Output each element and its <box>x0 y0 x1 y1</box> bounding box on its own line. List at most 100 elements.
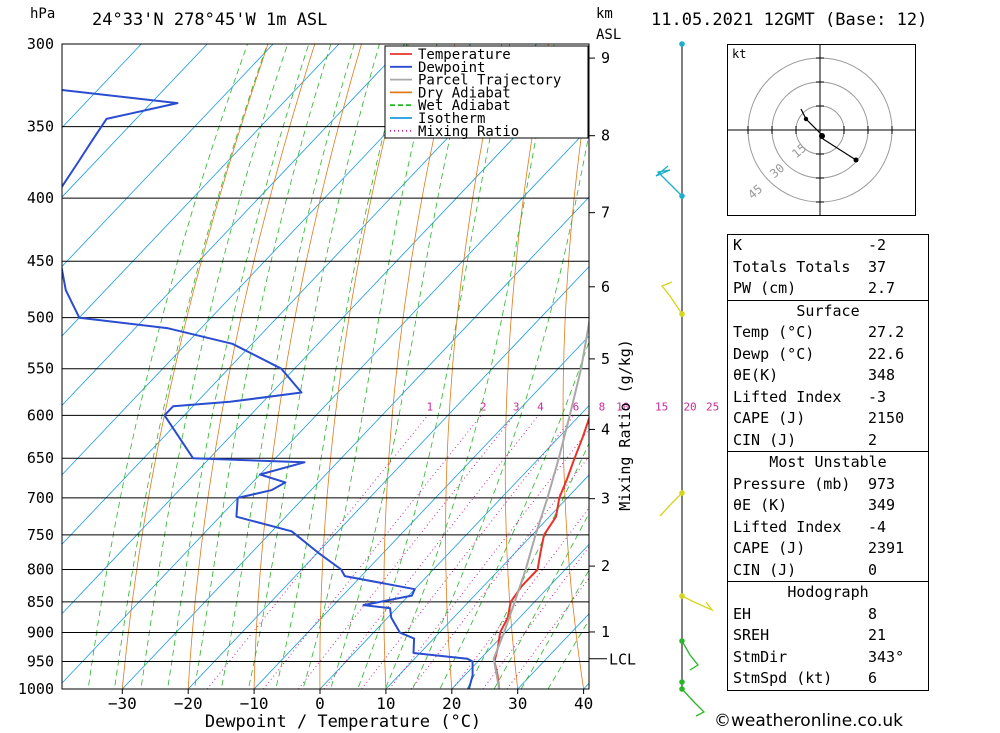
index-label: Totals Totals <box>733 257 851 276</box>
wet-adiabat-line <box>167 44 310 689</box>
isotherm-line <box>62 44 340 337</box>
location-title: 24°33'N 278°45'W 1m ASL <box>92 10 328 30</box>
km-tick-label: 3 <box>601 490 610 508</box>
km-tick-label: 7 <box>601 204 610 222</box>
x-tick-label: −10 <box>240 694 269 713</box>
pressure-unit-label: hPa <box>30 6 56 22</box>
km-tick-label: 5 <box>601 350 610 368</box>
hodograph-index-row: SREH 21 <box>728 625 928 647</box>
pressure-tick-label: 750 <box>27 526 54 544</box>
most-unstable-value: 973 <box>868 474 896 493</box>
km-tick-label: 6 <box>601 278 610 296</box>
mixing-ratio-label: 3 <box>513 400 520 413</box>
isobar-lines <box>62 43 589 690</box>
legend-box <box>384 45 589 139</box>
index-value: 2.7 <box>868 279 896 297</box>
pressure-tick-label: 850 <box>27 593 54 611</box>
x-tick-label: 0 <box>315 694 325 713</box>
legend-label: Mixing Ratio <box>418 124 519 140</box>
wet-adiabat-line <box>466 442 589 689</box>
most-unstable-label: CAPE (J) <box>733 539 806 557</box>
hodograph-index-row: StmSpd (kt) 6 <box>728 668 928 690</box>
x-tick-label: 30 <box>508 694 527 713</box>
hodograph-index-value: 8 <box>868 604 878 623</box>
pressure-tick-label: 550 <box>27 360 54 378</box>
pressure-tick-label: 350 <box>27 118 54 136</box>
wet-adiabat-line <box>87 44 248 689</box>
km-tick-label: 1 <box>601 623 610 641</box>
pressure-tick-label: 600 <box>27 406 54 424</box>
asl-unit-label: ASL <box>596 27 622 43</box>
wet-adiabat-line <box>193 44 332 689</box>
wet-adiabat-line <box>114 44 268 689</box>
surface-label: CAPE (J) <box>733 409 806 427</box>
most-unstable-row: θE (K) 349 <box>728 495 928 517</box>
wind-level-marker <box>679 41 685 47</box>
hodograph-index-value: 6 <box>868 669 878 687</box>
legend-label: Temperature <box>418 47 511 63</box>
x-tick-label: 40 <box>574 694 593 713</box>
profile-dewpoint <box>62 88 474 689</box>
most-unstable-label: Lifted Index <box>733 517 842 536</box>
legend-label: Parcel Trajectory <box>418 73 561 89</box>
wind-barb <box>681 595 715 612</box>
dry-adiabat-line <box>922 0 1000 715</box>
isotherm-line <box>62 44 208 198</box>
mixing-ratio-label: 1 <box>426 400 433 413</box>
index-row: K -2 <box>728 235 928 257</box>
surface-value: 27.2 <box>868 323 905 341</box>
index-row: PW (cm) 2.7 <box>728 278 928 300</box>
surface-row: CAPE (J) 2150 <box>728 408 928 430</box>
index-row: Totals Totals 37 <box>728 257 928 279</box>
isotherm-line <box>319 404 589 689</box>
hodograph-point <box>803 116 809 122</box>
copyright-link[interactable]: ©weatheronline.co.uk <box>714 711 904 731</box>
lcl-label: LCL <box>609 651 636 669</box>
wind-profile <box>655 41 715 717</box>
most-unstable-value: -4 <box>868 517 887 536</box>
surface-title: Surface <box>728 299 928 323</box>
isotherm-line <box>62 44 142 129</box>
wind-barb <box>659 492 683 517</box>
x-tick-label: 20 <box>442 694 461 713</box>
mixing-ratio-label: 15 <box>655 400 668 413</box>
surface-value: 2150 <box>868 409 905 427</box>
most-unstable-label: Pressure (mb) <box>733 474 851 493</box>
pressure-tick-label: 1000 <box>18 680 54 698</box>
hodograph-index-label: StmDir <box>733 647 788 666</box>
hodograph: kt 15 30 45 <box>727 44 916 216</box>
pressure-tick-label: 650 <box>27 449 54 467</box>
mixing-ratio-line <box>298 414 515 689</box>
wind-level-marker <box>679 679 685 685</box>
wet-adiabat-line <box>493 512 589 689</box>
isotherm-line <box>62 57 589 615</box>
pressure-tick-label: 400 <box>27 189 54 207</box>
hodograph-indices-title: Hodograph <box>728 581 928 604</box>
pressure-tick-label: 450 <box>27 252 54 270</box>
surface-row: θE(K) 348 <box>728 365 928 387</box>
km-tick-label: 9 <box>601 49 610 67</box>
datetime-title: 11.05.2021 12GMT (Base: 12) <box>651 10 928 30</box>
mixing-ratio-label: 8 <box>599 400 606 413</box>
sounding-profiles <box>62 88 589 689</box>
legend-label: Dewpoint <box>418 60 485 76</box>
wind-barb <box>655 165 683 197</box>
mixing-ratio-label: 6 <box>573 400 580 413</box>
pressure-tick-label: 950 <box>27 653 54 671</box>
surface-label: θE(K) <box>733 366 779 384</box>
surface-row: Lifted Index -3 <box>728 387 928 409</box>
index-label: K <box>733 236 743 254</box>
mixing-ratio-label: 25 <box>706 400 719 413</box>
pressure-tick-label: 900 <box>27 624 54 642</box>
hodograph-index-value: 21 <box>868 626 887 644</box>
x-tick-label: 10 <box>376 694 395 713</box>
km-unit-label: km <box>596 6 613 22</box>
most-unstable-title: Most Unstable <box>728 451 928 474</box>
most-unstable-row: Lifted Index -4 <box>728 517 928 539</box>
hodograph-point <box>819 133 825 139</box>
km-tick-label: 4 <box>601 420 610 438</box>
surface-value: 22.6 <box>868 344 905 363</box>
profile-temperature <box>493 415 589 689</box>
